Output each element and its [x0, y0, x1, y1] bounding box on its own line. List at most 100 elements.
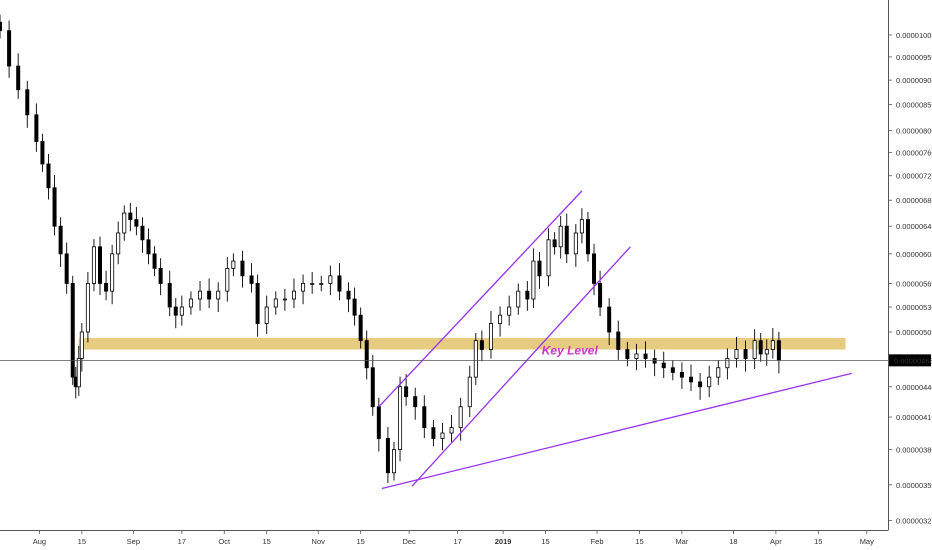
candle-body-up: [79, 331, 84, 359]
candle: [488, 310, 493, 359]
candle-body-up: [85, 283, 90, 333]
candle-body-down: [689, 376, 694, 383]
candle-body-down: [0, 21, 3, 32]
candle-body-up: [573, 232, 578, 255]
candle-body-down: [592, 253, 597, 284]
candle: [255, 274, 260, 337]
y-tick-label: 0.00000720: [896, 172, 932, 181]
candle-body-down: [58, 225, 63, 255]
candle-body-up: [282, 298, 287, 301]
candle-body-up: [76, 358, 81, 388]
candle: [173, 298, 178, 329]
candle-body-down: [431, 427, 436, 439]
y-tick-label: 0.00000600: [896, 250, 932, 259]
candle-body-down: [552, 239, 557, 248]
candle: [558, 216, 563, 259]
candle: [498, 306, 503, 337]
candle-body-down: [643, 353, 648, 359]
candle: [207, 278, 212, 309]
candle-body-down: [207, 290, 212, 300]
candle-body-down: [40, 141, 45, 165]
candle-body-down: [158, 267, 163, 284]
candle: [752, 329, 757, 369]
trendline-channel-upper: [378, 190, 583, 408]
candle-body-down: [152, 253, 157, 269]
candle: [104, 270, 109, 301]
candle: [52, 175, 57, 236]
candle: [573, 224, 578, 267]
candle-body-down: [358, 314, 363, 342]
candle-body-down: [364, 340, 369, 369]
y-tick-label: 0.00000800: [896, 127, 932, 136]
candle-body-down: [625, 349, 630, 359]
candle: [679, 362, 684, 389]
candle: [385, 427, 390, 484]
candle-body-up: [498, 314, 503, 324]
candle-body-up: [579, 219, 584, 234]
candle: [625, 341, 630, 367]
candle: [707, 365, 712, 398]
current-price-label: 0.00000468: [894, 356, 932, 365]
y-axis[interactable]: 0.00001000 0.00000950 0.00000900 0.00000850…: [888, 31, 932, 526]
candle: [70, 275, 75, 385]
candle: [58, 217, 63, 267]
candle: [128, 202, 133, 232]
candle: [422, 395, 427, 439]
candle: [264, 295, 269, 334]
candle-body-up: [116, 232, 121, 255]
y-tick-label: 0.00000680: [896, 196, 932, 205]
x-tick-label: Apr: [770, 537, 782, 546]
candle: [216, 282, 221, 313]
candle: [167, 270, 172, 317]
candle-body-down: [758, 340, 763, 355]
candle: [0, 14, 3, 39]
candle-body-down: [249, 275, 254, 284]
x-axis[interactable]: Aug 15 Sep 17 Oct 15 Nov 15 Dec 17 2019 15 Feb 15 Mar 1…: [33, 530, 874, 546]
candle: [34, 103, 39, 152]
candle: [440, 422, 445, 451]
candle-body-down: [240, 260, 245, 277]
candle-body-down: [140, 225, 145, 241]
candle-body-up: [310, 283, 315, 285]
candle: [282, 288, 287, 311]
y-tick-label: 0.00001000: [896, 31, 932, 40]
candle: [431, 419, 436, 447]
candle-body-up: [398, 386, 403, 451]
candle-body-up: [488, 323, 493, 350]
candle: [546, 228, 551, 287]
candle-body-up: [198, 290, 203, 300]
y-tick-label: 0.00000322: [896, 517, 932, 526]
candle-body-up: [634, 353, 639, 359]
candle-body-down: [146, 239, 151, 255]
candle-body-down: [564, 225, 569, 255]
candle-body-down: [385, 438, 390, 474]
candle-body-down: [52, 187, 57, 227]
candle: [743, 340, 748, 372]
candle: [352, 287, 357, 326]
candle-body-down: [404, 386, 409, 398]
y-tick-label: 0.00000350: [896, 481, 932, 490]
candle-body-up: [770, 340, 775, 350]
candle-body-down: [64, 253, 69, 284]
candle: [198, 280, 203, 311]
candle-body-down: [255, 283, 260, 324]
candle-body-down: [698, 381, 703, 388]
candle-body-down: [173, 306, 178, 316]
y-tick-label: 0.00000900: [896, 76, 932, 85]
candle-body-down: [616, 331, 621, 350]
candle-body-up: [301, 283, 306, 292]
candle: [552, 232, 557, 255]
candle-body-up: [458, 406, 463, 429]
candle: [76, 345, 81, 396]
candle: [240, 250, 245, 288]
candle: [537, 252, 542, 289]
candle-body-up: [91, 246, 96, 284]
candle: [507, 295, 512, 326]
trendline-channel-lower: [411, 246, 631, 487]
candle: [319, 275, 324, 292]
candle-body-down: [661, 362, 666, 369]
trendlines-layer: [378, 190, 852, 490]
candle-body-down: [70, 283, 75, 378]
candle-body-up: [558, 225, 563, 248]
